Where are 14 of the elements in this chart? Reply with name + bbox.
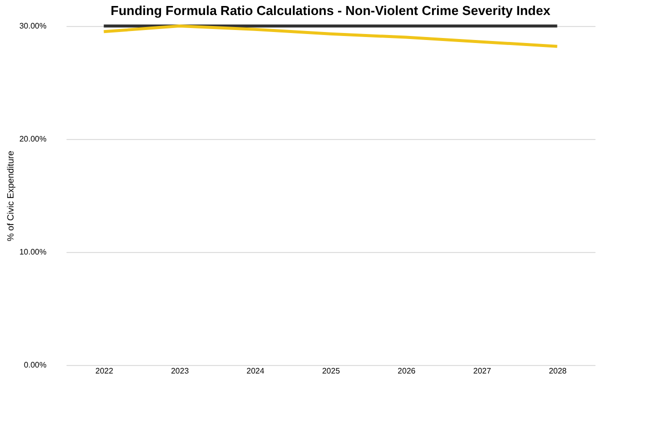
x-tick-label: 2026: [398, 366, 416, 376]
chart-title: Funding Formula Ratio Calculations - Non-Violent Crime Severity Index: [110, 3, 552, 18]
x-tick-label: 2027: [473, 366, 492, 376]
x-tick-label: 2025: [322, 366, 340, 376]
line-series: [102, 24, 559, 48]
y-axis-title: % of Civic Expenditure: [5, 150, 16, 242]
x-tick-label: 2024: [246, 366, 265, 376]
y-tick-label: 20.00%: [19, 134, 46, 144]
y-tick-label: 0.00%: [24, 360, 46, 370]
x-tick-label: 2022: [95, 366, 114, 376]
x-tick-label: 2028: [548, 366, 568, 376]
y-tick-label: 30.00%: [19, 22, 46, 30]
y-tick-label: 10.00%: [19, 248, 46, 256]
x-tick-label: 2023: [170, 366, 190, 376]
